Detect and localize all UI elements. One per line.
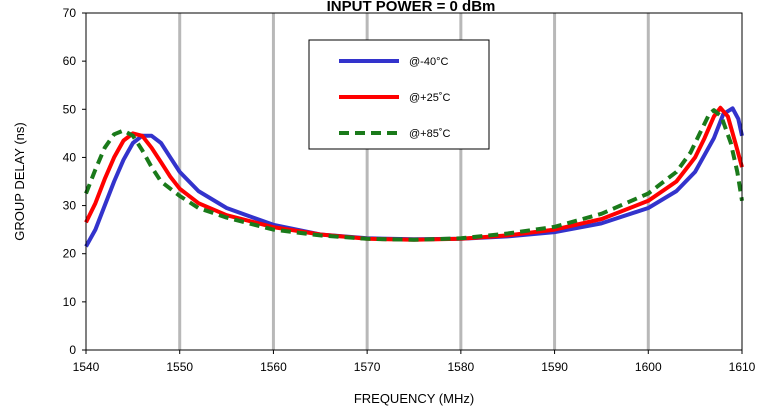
legend-box — [308, 39, 490, 150]
chart-title: INPUT POWER = 0 dBm — [327, 0, 496, 15]
legend-label-1: @-40°C — [409, 56, 448, 68]
plot-frame — [85, 12, 743, 351]
y-axis-label: GROUP DELAY (ns) — [12, 122, 27, 240]
y-tick-label: 70 — [63, 6, 77, 20]
x-tick-label: 1560 — [260, 360, 287, 374]
y-tick-label: 10 — [63, 295, 77, 309]
x-tick-label: 1610 — [729, 360, 756, 374]
series-line-3 — [84, 108, 744, 242]
x-axis-label: FREQUENCY (MHz) — [354, 391, 474, 406]
x-tick-label: 1600 — [635, 360, 662, 374]
legend: @-40°C @+25˚C @+85˚C — [308, 39, 490, 150]
x-tick-label: 1570 — [354, 360, 381, 374]
x-tick-label: 1590 — [541, 360, 568, 374]
y-tick-label: 30 — [63, 199, 77, 213]
y-tick-label: 50 — [63, 102, 77, 116]
y-tick-label: 0 — [69, 343, 76, 357]
ticks-layer: 1540 1550 1560 1570 1580 1590 1600 1610 0 10 20 30 4… — [63, 6, 756, 374]
x-tick-label: 1540 — [73, 360, 100, 374]
series-layer — [84, 105, 744, 248]
x-tick-label: 1580 — [448, 360, 475, 374]
legend-label-2: @+25˚C — [409, 92, 450, 104]
x-tick-label: 1550 — [166, 360, 193, 374]
legend-label-3: @+85˚C — [409, 128, 450, 140]
grid-layer — [178, 13, 650, 350]
y-tick-label: 40 — [63, 150, 77, 164]
y-tick-label: 60 — [63, 54, 77, 68]
y-tick-label: 20 — [63, 247, 77, 261]
